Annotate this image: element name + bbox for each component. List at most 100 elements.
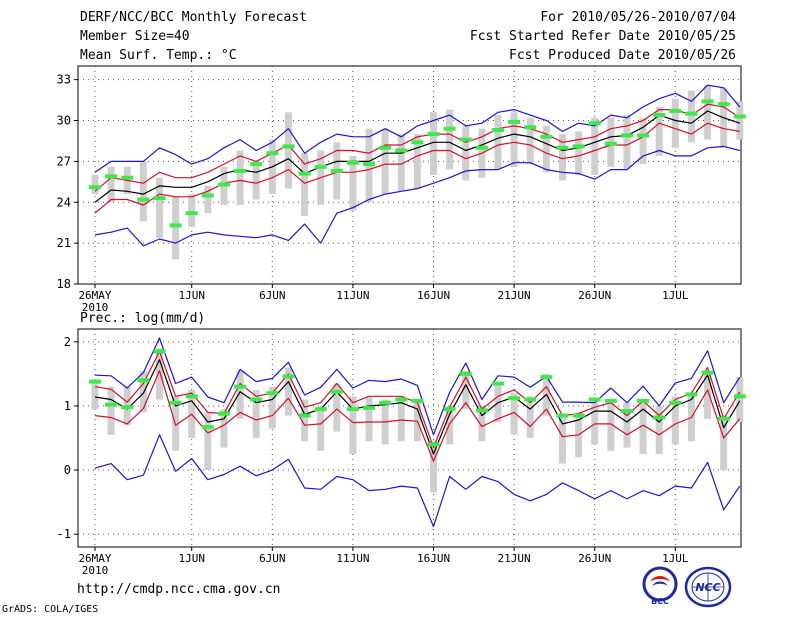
- median-mark: [121, 405, 134, 410]
- spread-box: [413, 399, 421, 442]
- spread-box: [139, 370, 147, 413]
- spread-box: [236, 150, 244, 205]
- member-size-label: Member Size=40: [80, 29, 190, 44]
- median-mark: [314, 407, 327, 412]
- median-mark: [217, 182, 230, 187]
- spread-box: [591, 117, 599, 175]
- spread-box: [155, 348, 163, 400]
- median-mark: [314, 164, 327, 169]
- median-mark: [669, 108, 682, 113]
- forecast-period: For 2010/05/26-2010/07/04: [540, 10, 736, 25]
- spread-box: [720, 415, 728, 471]
- x-tick-label: 16JUN: [417, 289, 450, 302]
- x-tick-year-label: 2010: [82, 301, 109, 314]
- median-mark: [685, 111, 698, 116]
- median-mark: [443, 126, 456, 131]
- spread-box: [91, 380, 99, 410]
- spread-box: [736, 101, 744, 140]
- median-mark: [330, 389, 343, 394]
- x-tick-label: 21JUN: [498, 552, 531, 565]
- median-mark: [443, 407, 456, 412]
- x-tick-label: 1JUN: [178, 552, 205, 565]
- median-mark: [459, 137, 472, 142]
- median-mark: [298, 171, 311, 176]
- spread-box: [333, 383, 341, 432]
- median-mark: [427, 442, 440, 447]
- median-mark: [330, 168, 343, 173]
- median-mark: [653, 415, 666, 420]
- median-mark: [250, 397, 263, 402]
- y-tick-label: 2: [64, 335, 71, 349]
- median-mark: [492, 128, 504, 133]
- x-tick-label: 1JUN: [178, 289, 205, 302]
- refer-date: Fcst Started Refer Date 2010/05/25: [469, 29, 736, 44]
- median-mark: [459, 371, 472, 376]
- spread-box: [558, 415, 566, 464]
- spread-box: [671, 396, 679, 445]
- spread-box: [204, 185, 212, 214]
- median-mark: [653, 113, 666, 118]
- series-line-ensemble-mean: [94, 110, 740, 203]
- median-mark: [588, 121, 601, 126]
- median-mark: [201, 193, 214, 198]
- series-line-ensemble-mean: [94, 359, 741, 455]
- spread-box: [204, 412, 212, 471]
- series-line-ensemble-max: [94, 84, 741, 173]
- median-mark: [346, 160, 359, 165]
- median-mark: [508, 396, 521, 401]
- median-mark: [169, 400, 182, 405]
- precip-label: Prec.: log(mm/d): [80, 311, 205, 326]
- spread-box: [575, 131, 583, 175]
- median-mark: [475, 145, 488, 150]
- spread-box: [397, 134, 405, 192]
- spread-box: [107, 166, 115, 203]
- median-mark: [524, 125, 537, 130]
- spread-box: [91, 175, 99, 195]
- spread-box: [510, 393, 518, 435]
- median-mark: [379, 400, 392, 405]
- spread-box: [478, 405, 486, 442]
- x-tick-year-label: 2010: [82, 564, 109, 577]
- median-mark: [717, 416, 730, 421]
- series-line-ensemble-max: [94, 337, 741, 436]
- x-tick-label: 1JUL: [662, 552, 689, 565]
- spread-box: [607, 402, 615, 451]
- median-mark: [620, 133, 633, 138]
- median-mark: [137, 378, 150, 383]
- spread-box: [349, 155, 357, 211]
- median-mark: [733, 394, 746, 399]
- series-line-ensemble-mean-minus: [94, 122, 740, 214]
- median-mark: [685, 392, 698, 397]
- median-mark: [266, 391, 279, 396]
- x-tick-label: 6JUN: [259, 552, 286, 565]
- median-mark: [234, 168, 247, 173]
- spread-box: [446, 109, 454, 170]
- median-mark: [201, 425, 214, 430]
- spread-box: [284, 367, 292, 416]
- x-tick-label: 11JUN: [336, 289, 369, 302]
- median-mark: [137, 197, 150, 202]
- median-mark: [540, 134, 553, 139]
- plot-frame: [77, 328, 742, 548]
- spread-box: [155, 177, 163, 238]
- spread-box: [107, 386, 115, 435]
- spread-box: [220, 409, 228, 448]
- y-tick-label: 18: [57, 277, 71, 291]
- series-line-ensemble-min: [94, 145, 740, 247]
- spread-box: [413, 134, 421, 189]
- source-url[interactable]: http://cmdp.ncc.cma.gov.cn: [77, 582, 281, 597]
- y-tick-label: 1: [64, 399, 71, 413]
- median-mark: [556, 413, 569, 418]
- spread-box: [381, 128, 389, 195]
- y-tick-label: 0: [64, 463, 71, 477]
- spread-box: [558, 134, 566, 181]
- median-mark: [185, 394, 198, 399]
- spread-box: [704, 85, 712, 140]
- median-mark: [89, 379, 101, 384]
- median-mark: [701, 370, 714, 375]
- spread-box: [671, 98, 679, 148]
- median-mark: [620, 409, 633, 414]
- spread-box: [317, 405, 325, 451]
